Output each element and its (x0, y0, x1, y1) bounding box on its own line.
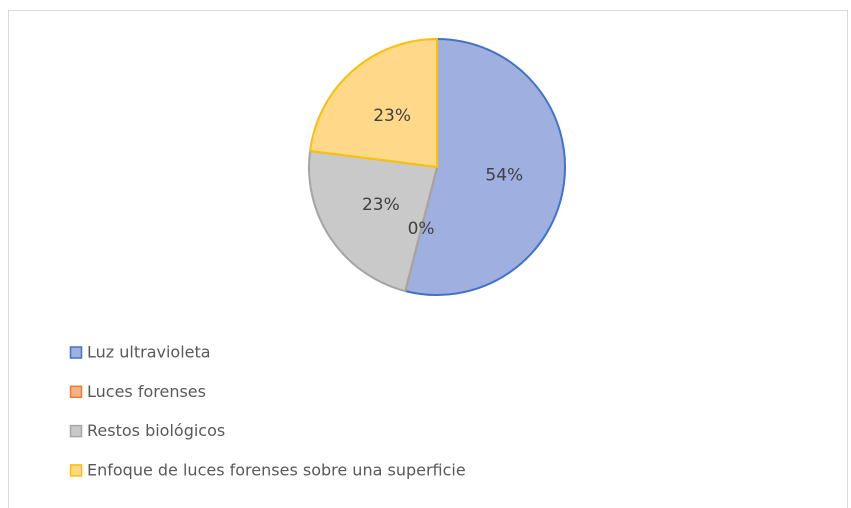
data-label: 54% (485, 166, 523, 186)
legend-label: Luces forenses (87, 382, 206, 401)
pie-slice (308, 149, 438, 292)
legend-swatch (69, 424, 83, 438)
legend-label: Restos biológicos (87, 421, 225, 440)
legend-label: Luz ultravioleta (87, 343, 211, 362)
data-label: 23% (362, 195, 400, 215)
pie-slice (309, 38, 438, 168)
legend-swatch (69, 464, 83, 477)
legend-swatch (69, 346, 83, 359)
data-label: 0% (408, 219, 435, 239)
data-label: 23% (373, 106, 411, 126)
pie-slice (404, 38, 566, 296)
legend-label: Enfoque de luces forenses sobre una supe… (87, 460, 466, 479)
legend-swatch (69, 385, 83, 399)
